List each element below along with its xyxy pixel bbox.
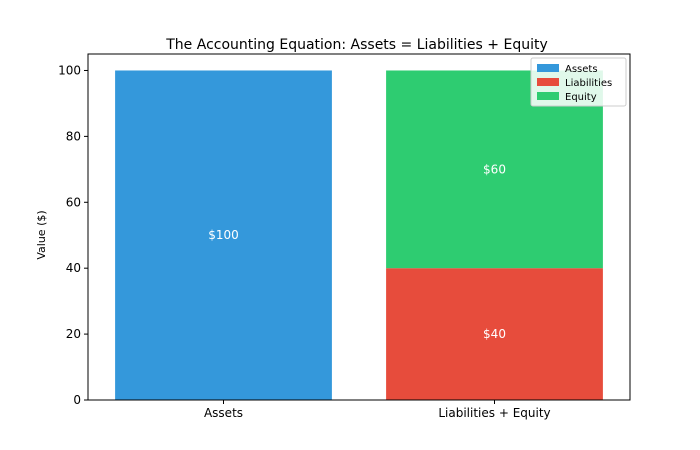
data-label-assets: $100 bbox=[208, 228, 239, 242]
legend-swatch bbox=[537, 92, 559, 100]
legend-entry: Equity bbox=[565, 92, 597, 103]
y-tick-label: 100 bbox=[58, 63, 81, 77]
legend-swatch bbox=[537, 64, 559, 72]
legend: Assets Liabilities Equity bbox=[530, 57, 627, 107]
plot-area: $100 Assets $40 $60 Liabilities + Equity 0 20 4… bbox=[58, 53, 631, 420]
y-tick-label: 60 bbox=[66, 195, 81, 209]
x-tick-label: Liabilities + Equity bbox=[438, 406, 550, 420]
y-axis-label: Value ($) bbox=[35, 210, 48, 259]
y-tick-label: 20 bbox=[66, 327, 81, 341]
data-label-liabilities: $40 bbox=[483, 327, 506, 341]
legend-swatch bbox=[537, 78, 559, 86]
x-tick-label: Assets bbox=[204, 406, 243, 420]
data-label-equity: $60 bbox=[483, 162, 506, 176]
chart-title: The Accounting Equation: Assets = Liabil… bbox=[165, 37, 548, 53]
y-tick-label: 40 bbox=[66, 261, 81, 275]
y-tick-label: 80 bbox=[66, 129, 81, 143]
legend-entry: Liabilities bbox=[565, 78, 612, 89]
bar-liabilities bbox=[386, 268, 603, 400]
y-tick-label: 0 bbox=[73, 393, 81, 407]
bar-assets bbox=[115, 70, 332, 400]
legend-entry: Assets bbox=[565, 64, 598, 75]
axes-frame bbox=[87, 53, 631, 401]
